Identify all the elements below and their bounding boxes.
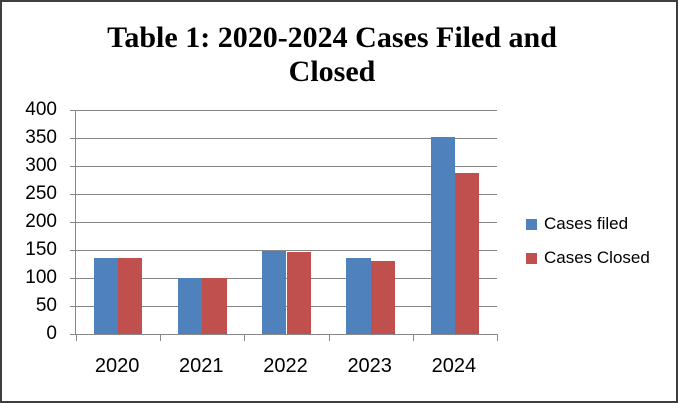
legend-label-cases-filed: Cases filed xyxy=(544,214,629,233)
bar-cases-closed-2020 xyxy=(118,258,143,334)
y-axis-label-100: 100 xyxy=(25,267,57,288)
y-axis-label-400: 400 xyxy=(25,99,57,120)
y-axis-tick-100 xyxy=(70,278,81,279)
y-axis-label-150: 150 xyxy=(25,239,57,260)
bar-cases-closed-2024 xyxy=(454,172,480,334)
legend-swatch-cases-filed-icon xyxy=(526,218,537,230)
bar-cases-closed-2023 xyxy=(370,260,395,334)
gridline-400 xyxy=(76,110,497,111)
x-axis-label-2022: 2022 xyxy=(263,355,308,377)
x-axis-tick-4 xyxy=(412,334,414,341)
gridline-300 xyxy=(76,166,497,167)
y-axis-label-0: 0 xyxy=(46,323,57,344)
gridline-200 xyxy=(76,222,497,223)
legend: Cases filed Cases Closed xyxy=(526,214,650,282)
plot-area xyxy=(70,110,498,341)
y-axis-label-250: 250 xyxy=(25,183,57,204)
x-axis-tick-5 xyxy=(497,334,498,341)
gridline-250 xyxy=(76,194,497,195)
x-axis-label-2021: 2021 xyxy=(179,355,224,377)
y-axis-label-300: 300 xyxy=(25,155,57,176)
y-axis-tick-150 xyxy=(70,250,81,251)
x-axis-tick-3 xyxy=(328,334,330,341)
y-axis-tick-250 xyxy=(70,194,81,195)
legend-swatch-cases-closed-icon xyxy=(526,252,537,264)
bar-cases-filed-2022 xyxy=(262,250,287,334)
bar-cases-closed-2021 xyxy=(202,278,227,334)
bar-cases-closed-2022 xyxy=(286,252,311,334)
bar-cases-filed-2023 xyxy=(346,258,371,334)
chart-title-line-1: Table 1: 2020-2024 Cases Filed and xyxy=(107,21,557,54)
legend-item-cases-closed: Cases Closed xyxy=(526,248,650,268)
y-axis-tick-200 xyxy=(70,222,81,223)
chart-title: Table 1: 2020-2024 Cases Filed and Close… xyxy=(2,21,662,89)
x-axis-tick-0 xyxy=(76,334,77,341)
y-axis-tick-350 xyxy=(70,138,81,139)
x-axis-label-2024: 2024 xyxy=(431,355,477,377)
gridline-350 xyxy=(76,138,497,139)
y-axis-label-50: 50 xyxy=(35,295,57,316)
x-axis-label-2020: 2020 xyxy=(94,355,140,377)
gridline-150 xyxy=(76,250,497,251)
bar-cases-filed-2024 xyxy=(430,136,455,334)
x-axis-label-2023: 2023 xyxy=(347,355,392,377)
chart-title-line-2: Closed xyxy=(288,55,376,88)
y-axis-tick-400 xyxy=(70,110,81,111)
y-axis-label-200: 200 xyxy=(25,211,57,232)
y-axis-tick-50 xyxy=(70,306,81,307)
y-axis-tick-300 xyxy=(70,166,81,167)
bar-cases-filed-2020 xyxy=(93,258,119,334)
bar-cases-filed-2021 xyxy=(178,278,203,334)
x-axis-tick-2 xyxy=(244,334,246,341)
y-axis-label-350: 350 xyxy=(25,127,57,148)
y-axis-tick-0 xyxy=(70,334,81,335)
legend-item-cases-filed: Cases filed xyxy=(526,214,650,234)
x-axis-tick-1 xyxy=(160,334,162,341)
legend-label-cases-closed: Cases Closed xyxy=(544,248,650,267)
